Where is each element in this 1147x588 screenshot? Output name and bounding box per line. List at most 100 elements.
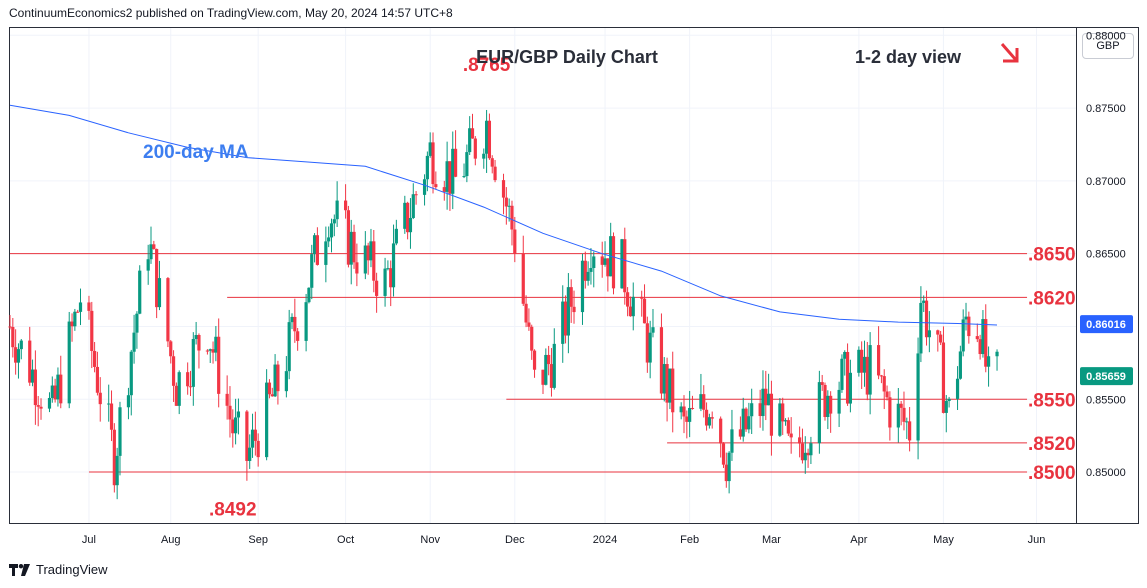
candle-body xyxy=(39,406,43,409)
candle-body xyxy=(169,341,173,357)
candle-body xyxy=(95,366,100,393)
candle-body xyxy=(391,243,396,288)
candle-body xyxy=(236,411,241,418)
candle-body xyxy=(135,313,139,333)
candle-body xyxy=(276,364,280,392)
candle-body xyxy=(789,433,793,438)
footer-brand[interactable]: TradingView xyxy=(9,562,108,577)
candle-body xyxy=(868,345,872,395)
candle-body xyxy=(826,395,830,418)
chart-subtitle: 1-2 day view xyxy=(855,47,962,67)
candle-body xyxy=(702,394,706,410)
candle-body xyxy=(411,194,415,218)
candle-body xyxy=(296,331,300,341)
candle-body xyxy=(986,356,991,367)
candle-body xyxy=(67,321,71,404)
candle-body xyxy=(248,447,252,461)
x-tick-label: Aug xyxy=(161,534,181,546)
candle-body xyxy=(30,369,35,383)
candle-body xyxy=(648,332,652,363)
candle-body xyxy=(214,336,218,353)
candle-body xyxy=(798,437,802,444)
y-tick-label: 0.85500 xyxy=(1086,394,1126,406)
candle-body xyxy=(70,321,74,327)
candle-body xyxy=(783,420,788,422)
candle-body xyxy=(346,210,351,265)
candle-body xyxy=(809,443,813,456)
candle-body xyxy=(19,340,23,350)
eurgbp-chart[interactable]: .8650 .8620 .8550 .8520 .8500 .8765 .8492 EUR/… xyxy=(0,0,1147,560)
candle-body xyxy=(719,418,723,444)
candle-body xyxy=(707,417,711,426)
candle-body xyxy=(955,378,960,399)
level-label: .8620 xyxy=(1028,288,1076,309)
candle-body xyxy=(132,332,136,352)
candle-body xyxy=(984,319,988,367)
candle-body xyxy=(626,292,630,307)
candle-body xyxy=(521,253,525,304)
candle-body xyxy=(958,351,962,379)
candle-body xyxy=(109,403,114,430)
y-tick-label: 0.88000 xyxy=(1086,30,1126,42)
candle-body xyxy=(36,405,40,407)
candle-body xyxy=(290,316,294,323)
candle-body xyxy=(682,406,686,417)
candle-body xyxy=(234,417,238,434)
candle-body xyxy=(922,300,926,303)
candle-body xyxy=(611,236,616,289)
candle-body xyxy=(524,303,528,323)
candle-body xyxy=(623,239,627,293)
ma-price-tag: 0.86016 xyxy=(1086,319,1126,331)
ma-200-line xyxy=(9,104,998,326)
candle-body xyxy=(157,278,162,308)
candle-body xyxy=(394,228,398,244)
candle-body xyxy=(659,327,664,394)
candle-body xyxy=(710,417,714,419)
candle-body xyxy=(245,411,249,461)
candle-body xyxy=(56,374,60,400)
candle-body xyxy=(442,187,446,192)
candle-body xyxy=(28,340,32,383)
candle-body xyxy=(919,302,923,354)
candle-body xyxy=(845,351,850,404)
x-axis-ticks: Jul Aug Sep Oct Nov Dec 2024 Feb Mar Apr May Jun xyxy=(82,534,1045,546)
price-axis[interactable] xyxy=(1077,27,1139,524)
candle-body xyxy=(724,464,728,482)
candle-body xyxy=(800,443,805,461)
candle-body xyxy=(628,306,633,317)
chart-title: EUR/GBP Daily Chart xyxy=(476,47,658,67)
currency-button[interactable]: GBP xyxy=(1082,33,1134,59)
candle-body xyxy=(428,142,432,156)
candle-body xyxy=(916,353,920,441)
candle-body xyxy=(552,343,556,388)
candle-body xyxy=(383,268,387,296)
candle-body xyxy=(651,327,655,333)
candle-body xyxy=(767,393,771,406)
candle-body xyxy=(981,319,985,355)
candle-body xyxy=(569,287,573,307)
candle-body xyxy=(434,184,438,188)
candle-body xyxy=(107,403,111,405)
candle-body xyxy=(93,350,97,367)
candle-body xyxy=(465,152,469,177)
candle-body xyxy=(188,386,193,388)
candle-body xyxy=(561,301,565,344)
candle-body xyxy=(372,241,376,281)
candle-body xyxy=(513,229,517,254)
candle-body xyxy=(448,161,452,194)
candle-body xyxy=(764,388,768,406)
candle-body xyxy=(484,120,489,154)
candle-body xyxy=(640,296,644,299)
candle-body xyxy=(408,217,413,233)
candle-body xyxy=(741,408,745,437)
candle-body xyxy=(665,364,669,403)
candle-body xyxy=(468,128,472,153)
candle-body xyxy=(335,200,339,220)
candle-body xyxy=(315,235,319,265)
candle-body xyxy=(8,326,12,328)
candle-body xyxy=(490,158,494,167)
candle-body xyxy=(586,271,590,281)
candle-body xyxy=(324,241,328,265)
chart-frame[interactable] xyxy=(9,27,1077,524)
candle-body xyxy=(14,347,18,363)
